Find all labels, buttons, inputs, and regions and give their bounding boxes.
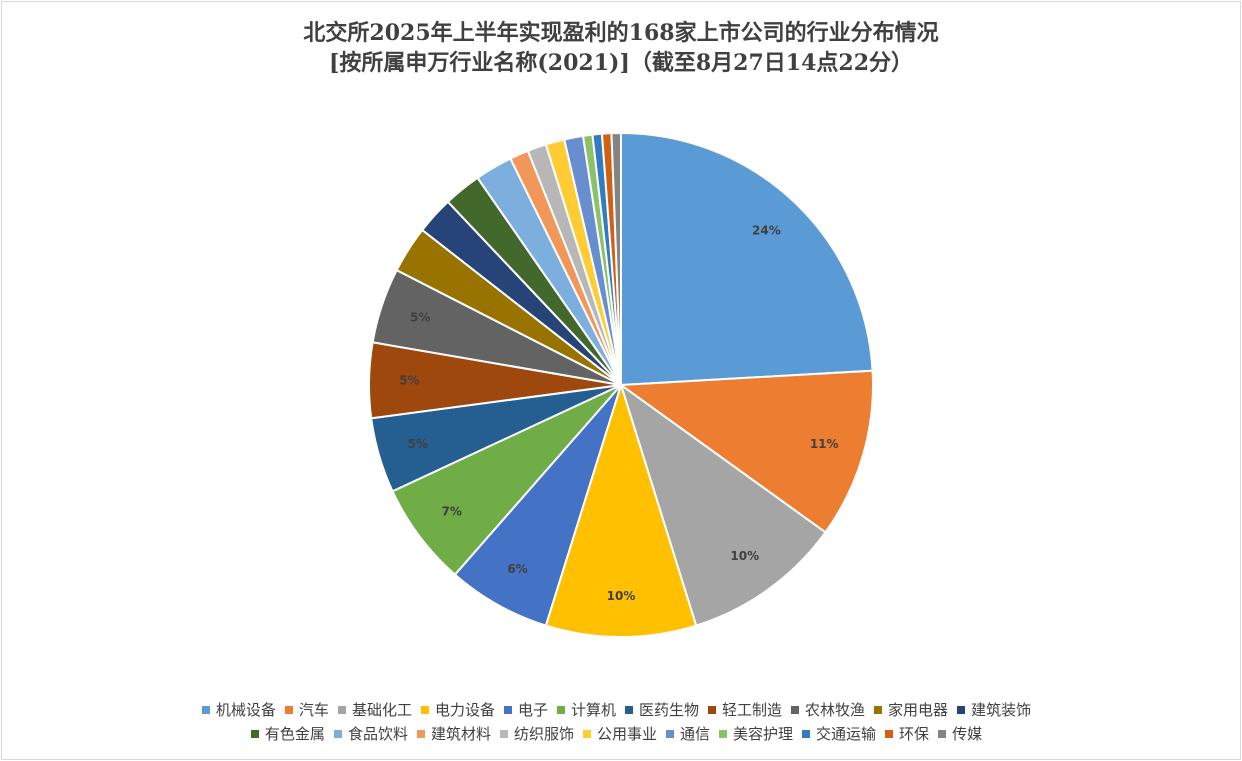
data-label-1: 24% [752,224,781,238]
legend-label: 汽车 [298,701,329,719]
legend-swatch [625,705,633,714]
data-label-9: 5% [410,311,430,325]
pie-data-labels: 24% 11% 10% 10% 6% 7% 5% 5% 5% [399,224,838,604]
legend-item: 交通运输 [802,723,876,744]
chart-subtitle: [按所属申万行业名称(2021)]（截至8月27日14点22分） [328,50,914,76]
legend-swatch [250,729,259,738]
pie-slice-3 [619,382,827,627]
legend-swatch [503,705,512,714]
legend-label: 纺织服饰 [513,725,574,743]
pie-slice-2 [618,369,874,534]
legend-swatch [666,729,674,738]
legend-item: 食品饮料 [333,723,408,744]
legend-swatch [416,729,425,738]
legend-swatch [556,705,565,714]
legend-item: 医药生物 [625,699,699,720]
legend-label: 有色金属 [264,725,325,743]
legend-item: 电力设备 [420,699,495,720]
legend-label: 医药生物 [639,701,700,719]
legend-item: 轻工制造 [708,699,782,720]
legend-label: 电子 [517,701,548,719]
legend-label: 通信 [680,725,711,743]
legend-swatch [719,729,728,738]
legend-swatch [938,729,947,738]
legend-label: 公用事业 [596,725,657,743]
data-label-4: 10% [607,589,636,603]
legend-item: 传媒 [938,723,982,744]
pie-slices [368,131,874,639]
legend-swatch [802,729,811,738]
legend-label: 轻工制造 [722,701,783,719]
legend-item: 公用事业 [582,723,657,744]
legend-label: 食品饮料 [347,725,408,743]
legend-row-2: 有色金属 食品饮料 建筑材料 纺织服饰 公用事业 通信 美容护理 交通运输 环保 传媒 [0,723,1242,744]
legend-row-1: 机械设备 汽车 基础化工 电力设备 电子 计算机 医药生物 轻工制造 农林牧渔 家用电器 建筑装饰 [0,699,1242,720]
legend-swatch [337,705,346,714]
legend-item: 通信 [666,723,710,744]
data-label-2: 11% [810,437,839,451]
legend-swatch [284,705,293,714]
legend-item: 电子 [503,699,548,720]
legend-item: 汽车 [284,699,329,720]
data-label-8: 5% [399,374,419,388]
pie-slice-21 [610,131,622,386]
legend-item: 纺织服饰 [499,723,574,744]
legend-label: 农林牧渔 [805,701,866,719]
legend-item: 建筑材料 [416,723,491,744]
legend-item: 环保 [885,723,929,744]
data-label-5: 6% [507,562,527,576]
legend-item: 农林牧渔 [791,699,865,720]
legend-swatch [885,729,894,738]
legend-label: 环保 [899,725,930,743]
legend-swatch [708,705,717,714]
legend-item: 基础化工 [337,699,412,720]
legend-swatch [874,705,883,714]
data-label-7: 5% [408,437,428,451]
legend-item: 有色金属 [250,723,325,744]
legend-label: 计算机 [570,701,616,719]
pie-chart: 24% 11% 10% 10% 6% 7% 5% 5% 5% [368,131,874,639]
legend-label: 美容护理 [733,725,794,743]
legend-label: 交通运输 [816,725,877,743]
legend-label: 基础化工 [351,701,412,719]
data-label-6: 7% [442,505,462,519]
legend-item: 机械设备 [201,699,276,720]
legend-swatch [201,705,210,714]
legend-swatch [791,705,800,714]
chart-title: 北交所2025年上半年实现盈利的168家上市公司的行业分布情况 [303,20,939,46]
legend-label: 建筑材料 [430,725,491,743]
legend-label: 机械设备 [215,701,276,719]
data-label-3: 10% [730,549,759,563]
legend-label: 电力设备 [434,701,495,719]
legend-swatch [499,729,508,738]
legend-swatch [957,705,966,714]
legend-swatch [333,729,342,738]
legend-label: 传媒 [952,725,983,743]
legend-item: 计算机 [556,699,616,720]
legend-item: 家用电器 [874,699,948,720]
legend-swatch [582,729,591,738]
legend-swatch [420,705,429,714]
legend-item: 建筑装饰 [957,699,1031,720]
pie-slice-1 [620,131,874,387]
pie-slice-4 [544,381,698,639]
legend-label: 家用电器 [888,701,949,719]
legend-label: 建筑装饰 [971,701,1032,719]
legend-item: 美容护理 [719,723,793,744]
